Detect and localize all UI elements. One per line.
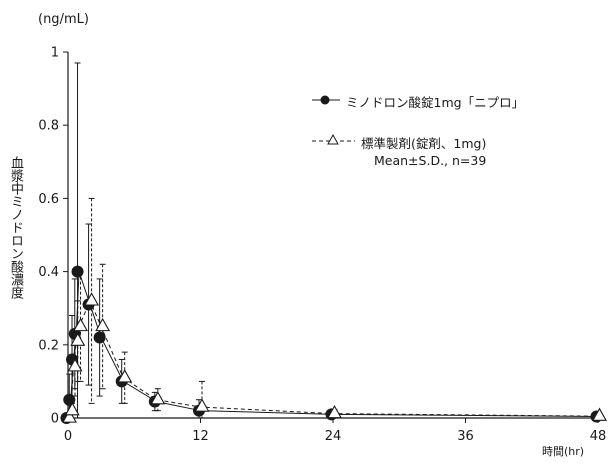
legend-note: Mean±S.D., n=39 <box>374 153 487 168</box>
data-point-triangle <box>67 358 83 372</box>
data-point-triangle <box>73 317 89 332</box>
x-tick-label: 36 <box>457 429 474 444</box>
error-bars <box>66 62 603 419</box>
y-tick-label: 0.6 <box>38 192 59 207</box>
data-point-triangle <box>194 398 210 412</box>
y-tick-label: 0.8 <box>38 119 59 134</box>
series-line <box>67 271 599 419</box>
legend-label-reference: 標準製剤(錠剤、1mg) <box>361 136 487 151</box>
legend-symbols <box>312 95 355 145</box>
data-point-triangle <box>95 317 111 332</box>
data-point-triangle <box>592 407 607 421</box>
data-point-circle <box>93 331 106 344</box>
x-tick-label: 12 <box>192 429 209 444</box>
series-markers <box>60 265 607 424</box>
data-point-triangle <box>150 391 166 405</box>
data-point-triangle <box>117 369 133 383</box>
data-point-circle <box>71 265 84 278</box>
tick-labels: 0 0.2 0.4 0.6 0.8 1 0 12 24 36 48 <box>38 46 606 445</box>
y-tick-label: 0.2 <box>38 338 59 353</box>
data-point-triangle <box>62 409 77 423</box>
legend-label-test: ミノドロン酸錠1mg「ニプロ」 <box>346 95 525 110</box>
legend-marker-triangle <box>327 133 339 145</box>
y-unit-label: (ng/mL) <box>38 12 89 27</box>
series-line <box>67 299 599 419</box>
y-axis-label: 血漿中ミノドロン酸濃度 <box>8 156 23 299</box>
x-axis-label: 時間(hr) <box>542 445 585 458</box>
y-tick-label: 0 <box>51 412 59 427</box>
x-tick-label: 0 <box>64 429 72 444</box>
data-point-triangle <box>327 404 342 419</box>
x-tick-label: 48 <box>590 429 607 444</box>
data-point-triangle <box>70 332 86 346</box>
data-point-triangle <box>64 402 80 416</box>
legend-marker-circle <box>320 95 330 105</box>
x-tick-label: 24 <box>325 429 342 444</box>
data-point-circle <box>63 393 76 406</box>
y-tick-label: 1 <box>51 46 59 61</box>
data-point-triangle <box>84 292 100 306</box>
series-lines <box>67 271 599 419</box>
y-tick-label: 0.4 <box>38 265 59 280</box>
